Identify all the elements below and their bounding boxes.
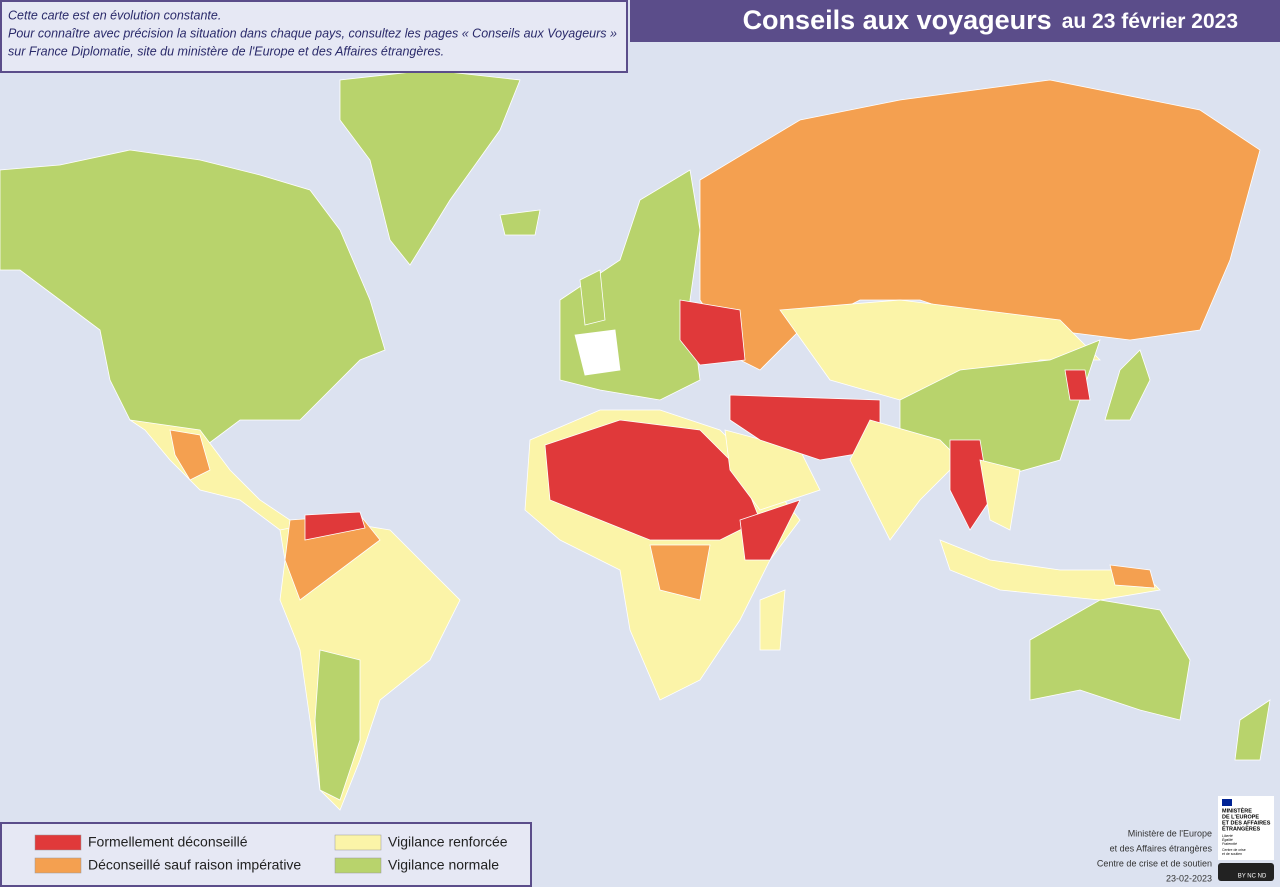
note-line: Pour connaître avec précision la situati… <box>8 26 617 40</box>
logo-unit: Centre de crise <box>1222 848 1246 852</box>
credits: Ministère de l'Europe et des Affaires étr… <box>1097 828 1213 883</box>
logo-line: ÉTRANGÈRES <box>1222 824 1261 832</box>
logo-motto: Liberté <box>1222 834 1233 838</box>
legend-label: Vigilance normale <box>388 857 499 873</box>
note: Cette carte est en évolution constante. P… <box>8 8 617 58</box>
title: Conseils aux voyageurs au 23 février 2023 <box>743 5 1238 35</box>
logo-motto: Égalité <box>1222 837 1233 842</box>
legend-box <box>0 822 532 887</box>
logo-box <box>1218 796 1274 860</box>
note-box <box>0 0 628 73</box>
flag <box>1222 799 1232 806</box>
legend-label: Formellement déconseillé <box>88 834 248 850</box>
license-badge <box>1218 863 1274 881</box>
legend: Formellement déconseillé Déconseillé sauf… <box>34 834 508 874</box>
logo-line: DE L'EUROPE <box>1222 814 1259 820</box>
logo-line: ET DES AFFAIRES <box>1222 820 1271 826</box>
legend-label: Déconseillé sauf raison impérative <box>88 857 301 873</box>
logo-line: MINISTÈRE <box>1222 806 1252 814</box>
legend-swatch <box>34 857 82 874</box>
legend-swatch <box>334 857 382 874</box>
countries <box>0 69 1271 811</box>
legend-swatch <box>334 834 382 851</box>
license: BY NC ND <box>1238 874 1267 880</box>
title-date: au 23 février 2023 <box>1062 10 1238 33</box>
legend-swatch <box>34 834 82 851</box>
logo-motto: Fraternité <box>1222 842 1237 846</box>
note-line: sur France Diplomatie, site du ministère… <box>8 44 444 58</box>
title-main: Conseils aux voyageurs <box>743 5 1052 35</box>
logo-unit: et de soutien <box>1222 852 1242 856</box>
credit-line: 23-02-2023 <box>1166 873 1212 883</box>
credit-line: Ministère de l'Europe <box>1128 828 1212 838</box>
credit-line: Centre de crise et de soutien <box>1097 858 1212 868</box>
note-line: Cette carte est en évolution constante. <box>8 8 221 22</box>
title-bar <box>630 0 1280 42</box>
credit-line: et des Affaires étrangères <box>1110 843 1213 853</box>
legend-label: Vigilance renforcée <box>388 834 508 850</box>
